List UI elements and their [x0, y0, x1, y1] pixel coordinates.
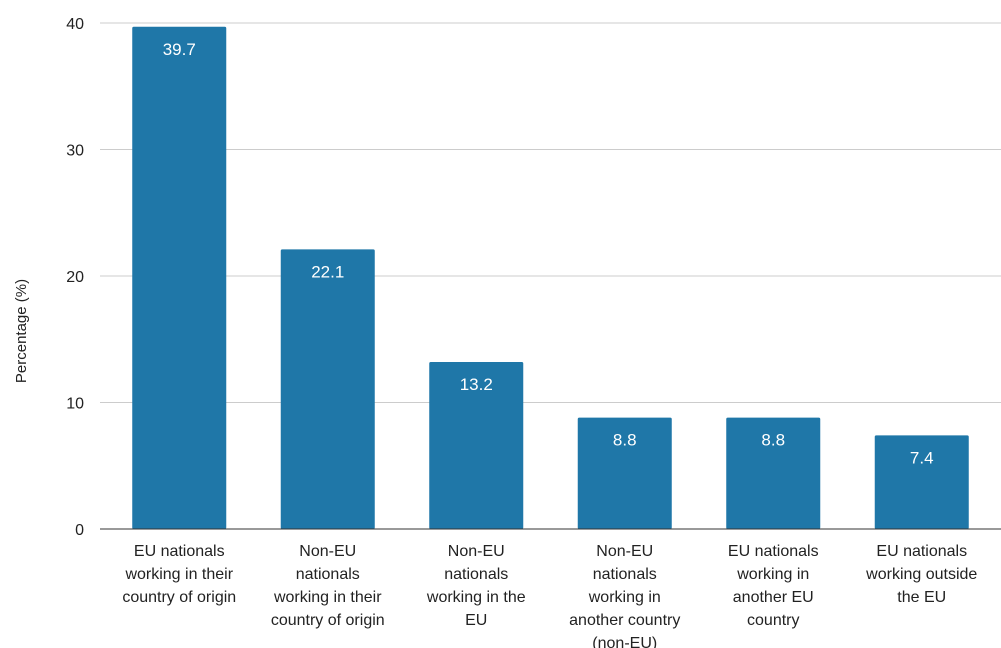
x-category-label-line: (non-EU) [592, 635, 657, 648]
bars [132, 26, 969, 529]
x-category-label-line: country of origin [271, 612, 385, 629]
x-category-label: Non-EU nationals working in the EU [426, 543, 526, 629]
bar [726, 417, 821, 529]
data-label: 13.2 [460, 375, 493, 394]
y-tick-label: 10 [66, 396, 84, 413]
x-category-label-line: country [747, 612, 799, 629]
y-tick-label: 0 [75, 522, 84, 539]
x-category-label-line: Non-EU [299, 543, 356, 560]
x-category-label-line: working in their [273, 589, 382, 606]
y-tick-label: 30 [66, 143, 84, 160]
x-category-label-line: working outside [865, 566, 977, 583]
x-category-label-line: nationals [444, 566, 508, 583]
x-category-label: EU nationals working in their country of o… [122, 543, 236, 606]
x-category-label: EU nationals working outside the EU [865, 543, 977, 606]
x-category-label-line: Non-EU [596, 543, 653, 560]
y-axis-ticks: 0 10 20 30 40 [66, 16, 84, 539]
data-label: 39.7 [163, 40, 196, 59]
x-category-label-line: EU [465, 612, 487, 629]
bar [429, 362, 524, 529]
x-category-label: Non-EU nationals working in another country… [569, 543, 680, 648]
x-category-label: Non-EU nationals working in their country o… [271, 543, 385, 629]
x-category-label-line: nationals [296, 566, 360, 583]
bar [280, 249, 375, 529]
data-label: 22.1 [311, 262, 344, 281]
x-category-label-line: nationals [593, 566, 657, 583]
x-category-label-line: EU nationals [876, 543, 967, 560]
x-category-label-line: country of origin [122, 589, 236, 606]
x-category-label-line: another country [569, 612, 680, 629]
y-tick-label: 40 [66, 16, 84, 33]
x-category-label-line: the EU [897, 589, 946, 606]
y-tick-label: 20 [66, 269, 84, 286]
bar [577, 417, 672, 529]
x-category-label-line: EU nationals [134, 543, 225, 560]
data-label: 8.8 [761, 431, 785, 450]
x-category-label-line: working in their [124, 566, 233, 583]
y-axis-title: Percentage (%) [13, 279, 30, 383]
data-label: 7.4 [910, 448, 934, 467]
x-category-label-line: working in [736, 566, 809, 583]
x-category-label-line: working in [588, 589, 661, 606]
x-category-label-line: another EU [733, 589, 814, 606]
x-axis-categories: EU nationals working in their country of o… [122, 543, 977, 648]
bar [132, 26, 227, 529]
data-label: 8.8 [613, 431, 637, 450]
x-category-label-line: EU nationals [728, 543, 819, 560]
x-category-label-line: working in the [426, 589, 526, 606]
data-labels: 39.7 22.1 13.2 8.8 8.8 7.4 [163, 40, 934, 468]
gridlines [100, 22, 1001, 403]
x-category-label: EU nationals working in another EU country [728, 543, 819, 629]
bar [874, 435, 969, 529]
x-category-label-line: Non-EU [448, 543, 505, 560]
